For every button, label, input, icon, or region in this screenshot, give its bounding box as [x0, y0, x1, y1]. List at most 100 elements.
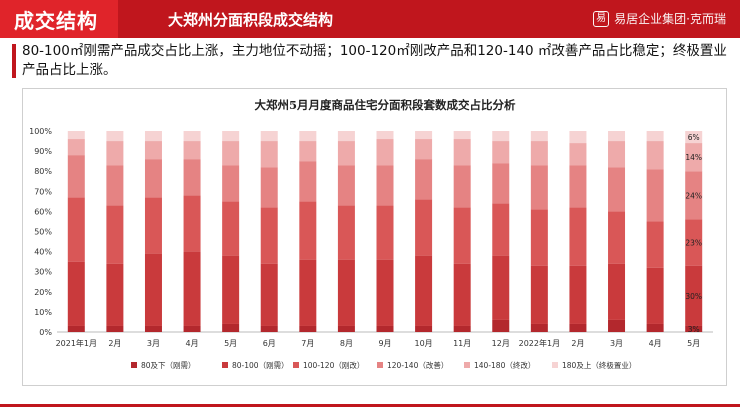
bar-segment: [260, 131, 278, 142]
bar-segment: [608, 319, 626, 332]
bar-segment: [415, 255, 433, 326]
bar-segment: [492, 319, 510, 332]
stacked-bar-chart: 大郑州5月月度商品住宅分面积段套数成交占比分析 0% 10% 20% 30% 40% 50%…: [29, 98, 713, 370]
bar-segment: [67, 131, 85, 140]
bar-segment: [415, 139, 433, 160]
bar-segment: [222, 141, 240, 166]
bar-segment: [492, 163, 510, 204]
bar-segment: [530, 165, 548, 210]
bar-segment: [415, 159, 433, 200]
data-label: 6%: [688, 133, 700, 142]
bar-segment: [569, 143, 587, 166]
legend-swatch: [552, 362, 558, 368]
brand-mark-icon: 易: [593, 10, 610, 27]
brand-name: 易居企业集团·克而瑞: [614, 12, 726, 26]
bar-segment: [260, 263, 278, 326]
bar-segment: [222, 323, 240, 332]
bar-segment: [106, 131, 124, 142]
chart-container: 大郑州5月月度商品住宅分面积段套数成交占比分析 0% 10% 20% 30% 40% 50%…: [22, 88, 727, 386]
bar-segment: [106, 325, 124, 332]
y-tick-label: 50%: [34, 228, 52, 237]
page-subtitle: 大郑州分面积段成交结构: [168, 11, 334, 29]
bar-segment: [608, 167, 626, 212]
bar-segment: [608, 131, 626, 142]
bar-segment: [337, 131, 355, 142]
bar-segment: [183, 141, 201, 160]
bar-segment: [337, 165, 355, 206]
bar-segment: [106, 263, 124, 326]
summary-text: 80-100㎡刚需产品成交占比上涨，主力地位不动摇；100-120㎡刚改产品和1…: [22, 43, 727, 78]
legend-label: 80-100（刚需）: [232, 361, 289, 370]
bar-segment: [608, 263, 626, 320]
bar-segment: [685, 265, 703, 326]
y-tick-label: 40%: [34, 248, 52, 257]
bar-segment: [299, 201, 317, 260]
legend-swatch: [222, 362, 228, 368]
data-label: 14%: [685, 153, 702, 162]
bar-segment: [106, 141, 124, 166]
legend-swatch: [464, 362, 470, 368]
bar-segment: [492, 203, 510, 256]
bar-segment: [453, 207, 471, 264]
bar-segment: [685, 143, 703, 172]
x-tick-label: 9月: [378, 339, 391, 348]
bar-segment: [646, 267, 664, 324]
bar-segment: [337, 259, 355, 326]
bar-segment: [569, 323, 587, 332]
bar-segment: [530, 131, 548, 142]
legend-label: 120-140（改善）: [387, 360, 448, 370]
x-tick-label: 10月: [414, 339, 432, 348]
bar-segment: [144, 325, 162, 332]
chart-title: 大郑州5月月度商品住宅分面积段套数成交占比分析: [255, 98, 516, 112]
bar-segment: [376, 205, 394, 260]
bar-segment: [67, 197, 85, 262]
bar-segment: [183, 159, 201, 196]
bar-segment: [222, 201, 240, 256]
footer-line: [0, 404, 740, 407]
data-label: 3%: [688, 325, 700, 334]
bar-segment: [685, 325, 703, 332]
y-tick-label: 80%: [34, 167, 52, 176]
bar-segment: [453, 139, 471, 166]
x-tick-label: 11月: [453, 339, 471, 348]
header-bar: 成交结构 大郑州分面积段成交结构 易 易居企业集团·克而瑞: [0, 0, 740, 38]
bar-segment: [183, 195, 201, 252]
page-title: 成交结构: [14, 9, 98, 33]
x-tick-label: 6月: [263, 339, 276, 348]
y-tick-label: 20%: [34, 288, 52, 297]
bar-segment: [260, 207, 278, 264]
bar-segment: [376, 325, 394, 332]
x-tick-label: 2021年1月: [56, 338, 97, 348]
bar-segment: [337, 325, 355, 332]
y-tick-label: 30%: [34, 268, 52, 277]
y-tick-label: 0%: [39, 328, 52, 337]
legend-swatch: [377, 362, 383, 368]
brand-logo: 易 易居企业集团·克而瑞: [593, 10, 726, 27]
bar-segment: [492, 141, 510, 164]
bar-segment: [685, 171, 703, 220]
bar-segment: [492, 255, 510, 320]
bar-segment: [415, 325, 433, 332]
bar-segment: [106, 205, 124, 264]
bar-segment: [376, 165, 394, 206]
bar-segment: [183, 131, 201, 142]
bar-segment: [453, 263, 471, 326]
legend-swatch: [293, 362, 299, 368]
bar-segment: [530, 209, 548, 266]
data-label: 30%: [685, 292, 702, 301]
bar-segment: [144, 141, 162, 160]
bar-segment: [222, 131, 240, 142]
bar-segment: [222, 255, 240, 324]
x-tick-label: 2022年1月: [519, 338, 560, 348]
x-tick-label: 12月: [492, 339, 510, 348]
x-tick-label: 8月: [340, 339, 353, 348]
data-label: 23%: [685, 239, 702, 248]
x-tick-label: 5月: [224, 339, 237, 348]
bar-segment: [183, 251, 201, 326]
x-tick-label: 4月: [186, 339, 199, 348]
bar-segment: [608, 141, 626, 168]
bar-segment: [144, 131, 162, 142]
bar-segment: [530, 323, 548, 332]
bar-segment: [685, 131, 703, 144]
bar-segment: [569, 265, 587, 324]
